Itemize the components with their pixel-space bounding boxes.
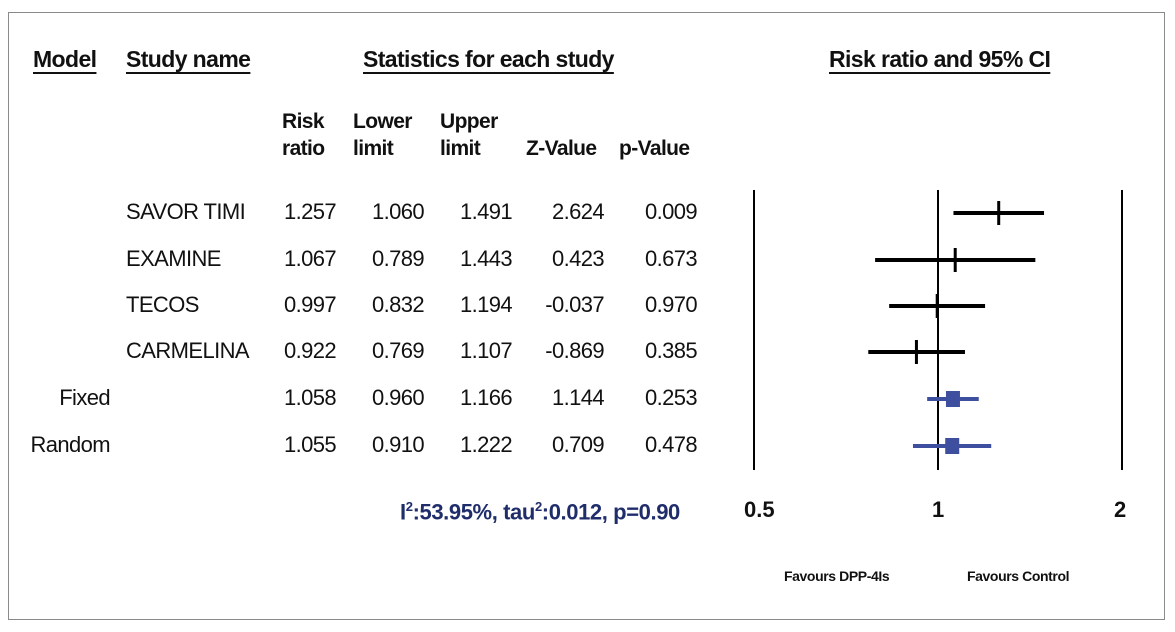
lower-limit-cell: 1.060 <box>371 199 425 224</box>
study-cell: EXAMINE <box>126 246 221 271</box>
p-value-cell: 0.673 <box>644 246 698 271</box>
risk-ratio-cell: 0.997 <box>283 292 337 317</box>
z-value-cell: 1.144 <box>551 385 605 410</box>
z-value-cell: -0.037 <box>545 292 604 317</box>
z-value-column-header: Z-Value <box>526 137 597 160</box>
risk-ratio-cell: 0.922 <box>283 338 337 363</box>
figure-frame <box>8 12 1165 620</box>
heterogeneity-statistics: I2:53.95%, tau2:0.012, p=0.90 <box>400 499 680 525</box>
upper-limit-cell: 1.107 <box>459 338 513 363</box>
upper-limit-cell: 1.166 <box>459 385 513 410</box>
model-cell: Fixed <box>59 385 110 410</box>
plot-header: Risk ratio and 95% CI <box>829 46 1051 72</box>
risk-ratio-cell: 1.058 <box>283 385 337 410</box>
p-value-cell: 0.970 <box>644 292 698 317</box>
upper-limit-cell: 1.443 <box>459 246 513 271</box>
p-value-column-header: p-Value <box>619 137 690 160</box>
upper-limit-cell: 1.222 <box>459 432 513 457</box>
study-cell: TECOS <box>126 292 199 317</box>
study-cell: CARMELINA <box>126 338 250 363</box>
statistics-header: Statistics for each study <box>363 46 614 72</box>
study-cell: SAVOR TIMI <box>126 199 246 224</box>
x-tick-label-0.5: 0.5 <box>744 497 775 522</box>
x-tick-label-2: 2 <box>1114 497 1127 522</box>
lower-limit-cell: 0.960 <box>371 385 425 410</box>
risk-ratio-column-header: Risk ratio <box>282 110 325 160</box>
p-value-cell: 0.385 <box>644 338 698 363</box>
favours-right-label: Favours Control <box>967 568 1070 584</box>
lower-limit-cell: 0.910 <box>371 432 425 457</box>
z-value-cell: 0.709 <box>551 432 605 457</box>
risk-ratio-cell: 1.055 <box>283 432 337 457</box>
model-header: Model <box>33 46 97 72</box>
z-value-cell: 2.624 <box>551 199 605 224</box>
lower-limit-cell: 0.769 <box>371 338 425 363</box>
favours-left-label: Favours DPP-4Is <box>784 568 890 584</box>
risk-ratio-cell: 1.067 <box>283 246 337 271</box>
upper-limit-cell: 1.491 <box>459 199 513 224</box>
p-value-cell: 0.253 <box>644 385 698 410</box>
lower-limit-column-header: Lower limit <box>353 110 412 160</box>
upper-limit-column-header: Upper limit <box>440 110 498 160</box>
z-value-cell: -0.869 <box>545 338 604 363</box>
p-value-cell: 0.478 <box>644 432 698 457</box>
point-estimate-random <box>945 438 960 454</box>
z-value-cell: 0.423 <box>551 246 605 271</box>
x-tick-label-1: 1 <box>932 497 945 522</box>
model-cell: Random <box>30 432 110 457</box>
upper-limit-cell: 1.194 <box>459 292 513 317</box>
study-name-header: Study name <box>126 46 251 72</box>
p-value-cell: 0.009 <box>644 199 698 224</box>
lower-limit-cell: 0.832 <box>371 292 425 317</box>
risk-ratio-cell: 1.257 <box>283 199 337 224</box>
point-estimate-fixed <box>945 391 960 407</box>
lower-limit-cell: 0.789 <box>371 246 425 271</box>
